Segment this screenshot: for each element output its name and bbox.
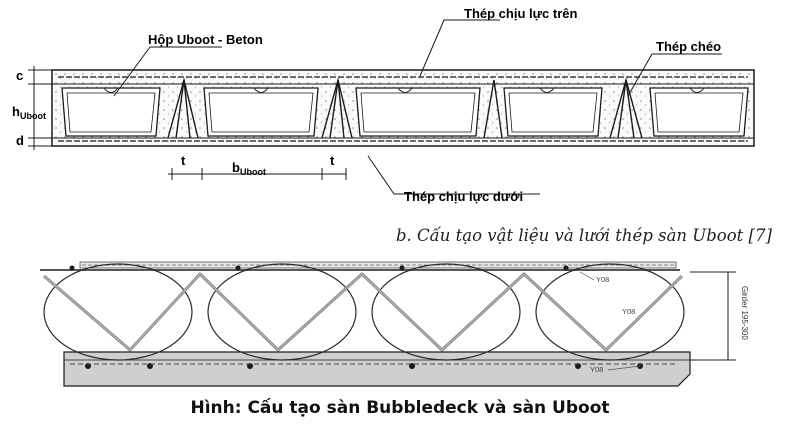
dim-b: bUboot — [232, 160, 266, 177]
uboot-box-4 — [503, 87, 603, 137]
label-bar-top: Y08 — [596, 275, 609, 284]
label-bar-bottom: Y08 — [590, 365, 603, 374]
bubble-3 — [371, 263, 521, 361]
uboot-box-1 — [61, 87, 161, 137]
bubble-1 — [43, 263, 193, 361]
main-figure-caption: Hình: Cấu tạo sàn Bubbledeck và sàn Uboo… — [190, 398, 610, 418]
diagonal-rebar-group — [167, 77, 643, 139]
dim-h: hUboot — [12, 104, 46, 121]
uboot-box-5 — [649, 87, 749, 137]
bubble-group — [43, 263, 685, 361]
label-girder-dimension: Girder 195-300 — [740, 286, 749, 340]
dim-d: d — [16, 133, 24, 148]
uboot-section-diagram: c hUboot d t bUboot t Hộp Uboot - Beton … — [12, 6, 755, 204]
leader-bar-bottom — [607, 365, 641, 371]
uboot-box-3 — [355, 87, 481, 137]
bubble-4 — [535, 263, 685, 361]
bubbledeck-section-diagram: Girder 195-300 Y08 Y08 Y08 — [40, 261, 749, 387]
dim-t-left: t — [181, 153, 186, 168]
bottom-dimension — [168, 168, 347, 180]
label-bar-mid: Y08 — [622, 307, 635, 316]
dim-t-right: t — [330, 153, 335, 168]
label-diagonal-rebar: Thép chéo — [656, 39, 721, 54]
dim-c: c — [16, 68, 23, 83]
uboot-box-2 — [203, 87, 319, 137]
label-bottom-rebar: Thép chịu lực dưới — [404, 189, 523, 204]
girder-truss-inner — [43, 273, 683, 351]
label-top-rebar: Thép chịu lực trên — [464, 6, 577, 21]
bubble-2 — [207, 263, 357, 361]
leader-bar-top — [579, 271, 595, 281]
label-uboot-box: Hộp Uboot - Beton — [148, 32, 263, 47]
left-dimension — [28, 66, 52, 150]
leader-lines — [113, 19, 722, 195]
precast-plank — [63, 351, 691, 387]
caption-uboot: b. Cấu tạo vật liệu và lưới thép sàn Ubo… — [396, 226, 772, 245]
girder-truss — [43, 272, 684, 352]
girder-dimension — [690, 271, 736, 361]
